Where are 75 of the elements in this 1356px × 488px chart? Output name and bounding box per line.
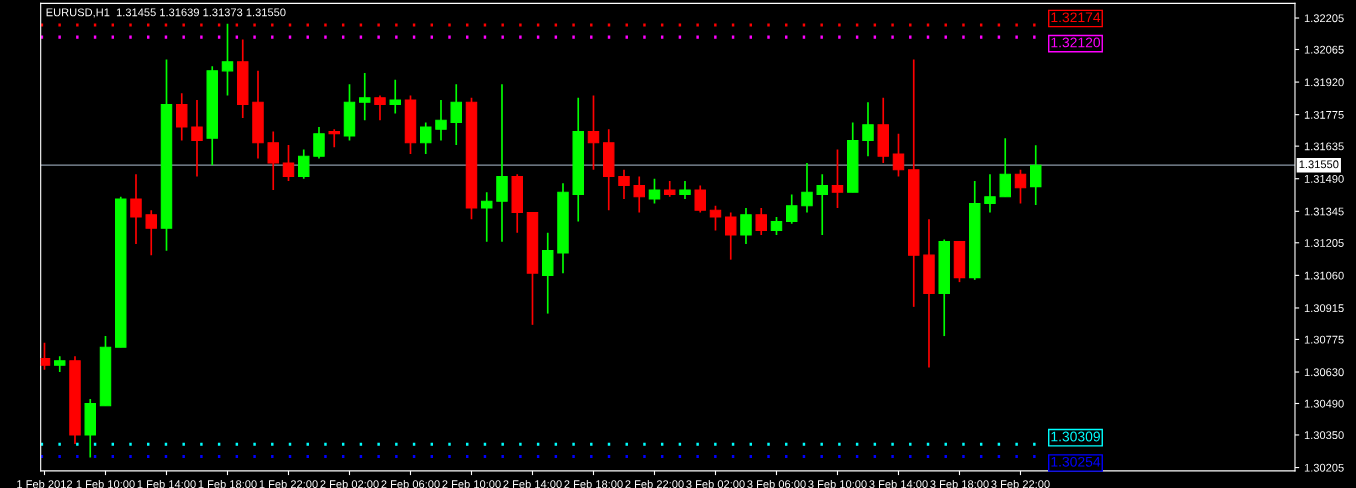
y-tick-label: 1.31205 (1304, 239, 1344, 247)
candlestick (435, 99, 447, 142)
x-tick-label: 3 Feb 02:00 (686, 479, 745, 488)
x-tick-label: 3 Feb 18:00 (930, 479, 989, 488)
candlestick (297, 148, 310, 180)
x-tick-label: 3 Feb 10:00 (808, 479, 867, 488)
candlestick (40, 341, 51, 371)
x-tick-label: 3 Feb 22:00 (991, 479, 1050, 488)
candlestick (450, 83, 462, 146)
y-tick-label: 1.30350 (1304, 431, 1344, 440)
x-tick-label: 2 Feb 22:00 (625, 479, 684, 488)
y-tick-label: 1.30205 (1304, 463, 1344, 472)
y-tick-label: 1.30915 (1304, 304, 1344, 313)
candlestick (831, 148, 844, 209)
candlestick (724, 211, 737, 261)
candlestick (145, 209, 157, 256)
ref-line-label: 1.31550 (1299, 160, 1339, 169)
candlestick (1014, 168, 1027, 205)
y-tick-label: 1.32205 (1304, 14, 1344, 23)
y-tick-label: 1.31775 (1304, 110, 1344, 119)
candlestick (755, 207, 767, 236)
candlestick (176, 92, 188, 142)
candlestick (801, 162, 813, 214)
ref-line-label: 1.32174 (1051, 12, 1101, 23)
x-tick-label: 2 Feb 18:00 (564, 479, 623, 488)
candlestick (587, 94, 600, 171)
ref-line-label: 1.30309 (1051, 431, 1100, 442)
candlestick (1029, 144, 1042, 206)
candlestick (648, 177, 661, 205)
candlestick (694, 184, 706, 214)
candlestick (130, 173, 142, 245)
candlestick (282, 144, 295, 182)
x-tick-label: 2 Feb 02:00 (320, 479, 379, 488)
x-tick-label: 1 Feb 22:00 (259, 479, 318, 488)
candlestick (892, 132, 905, 178)
candlestick (618, 168, 630, 200)
y-tick-label: 1.30775 (1304, 335, 1344, 344)
candlestick (374, 94, 386, 122)
x-tick-label: 3 Feb 14:00 (869, 479, 928, 488)
ref-line-label: 1.32120 (1051, 37, 1101, 48)
ref-line-label: 1.30254 (1051, 456, 1101, 467)
y-tick-label: 1.31060 (1304, 271, 1344, 280)
candlestick (709, 204, 722, 232)
x-tick-label: 2 Feb 06:00 (381, 479, 440, 488)
x-tick-label: 1 Feb 2012 (17, 479, 73, 488)
x-tick-label: 1 Feb 14:00 (137, 479, 196, 488)
y-tick-label: 1.31920 (1304, 78, 1344, 87)
candlestick (816, 173, 828, 236)
y-tick-label: 1.31345 (1304, 207, 1344, 216)
candlestick (740, 207, 752, 245)
candlestick (480, 191, 493, 243)
candlestick (328, 128, 340, 149)
candlestick (358, 72, 371, 122)
x-tick-label: 3 Feb 06:00 (747, 479, 806, 488)
candlestick (633, 175, 645, 214)
candlestick (984, 173, 996, 214)
candlestick (999, 137, 1011, 198)
candlestick (267, 130, 279, 191)
candlestick (389, 78, 401, 115)
y-tick-label: 1.31490 (1304, 175, 1344, 183)
y-tick-label: 1.31635 (1304, 142, 1344, 151)
candlestick (419, 121, 432, 155)
candlestick (221, 22, 234, 97)
y-tick-label: 1.30490 (1304, 399, 1344, 408)
candlestick (313, 126, 325, 160)
x-tick-label: 1 Feb 18:00 (198, 479, 257, 488)
x-tick-label: 2 Feb 10:00 (442, 479, 501, 488)
chart-title: EURUSD,H1 1.31455 1.31639 1.31373 1.31550 (46, 8, 286, 18)
y-tick-label: 1.30630 (1304, 368, 1344, 377)
x-tick-label: 2 Feb 14:00 (503, 479, 562, 488)
candlestick (862, 101, 874, 158)
x-tick-label: 1 Feb 10:00 (76, 479, 135, 488)
candlestick (785, 193, 798, 225)
candlestick (191, 99, 203, 178)
y-tick-label: 1.32065 (1304, 45, 1344, 54)
